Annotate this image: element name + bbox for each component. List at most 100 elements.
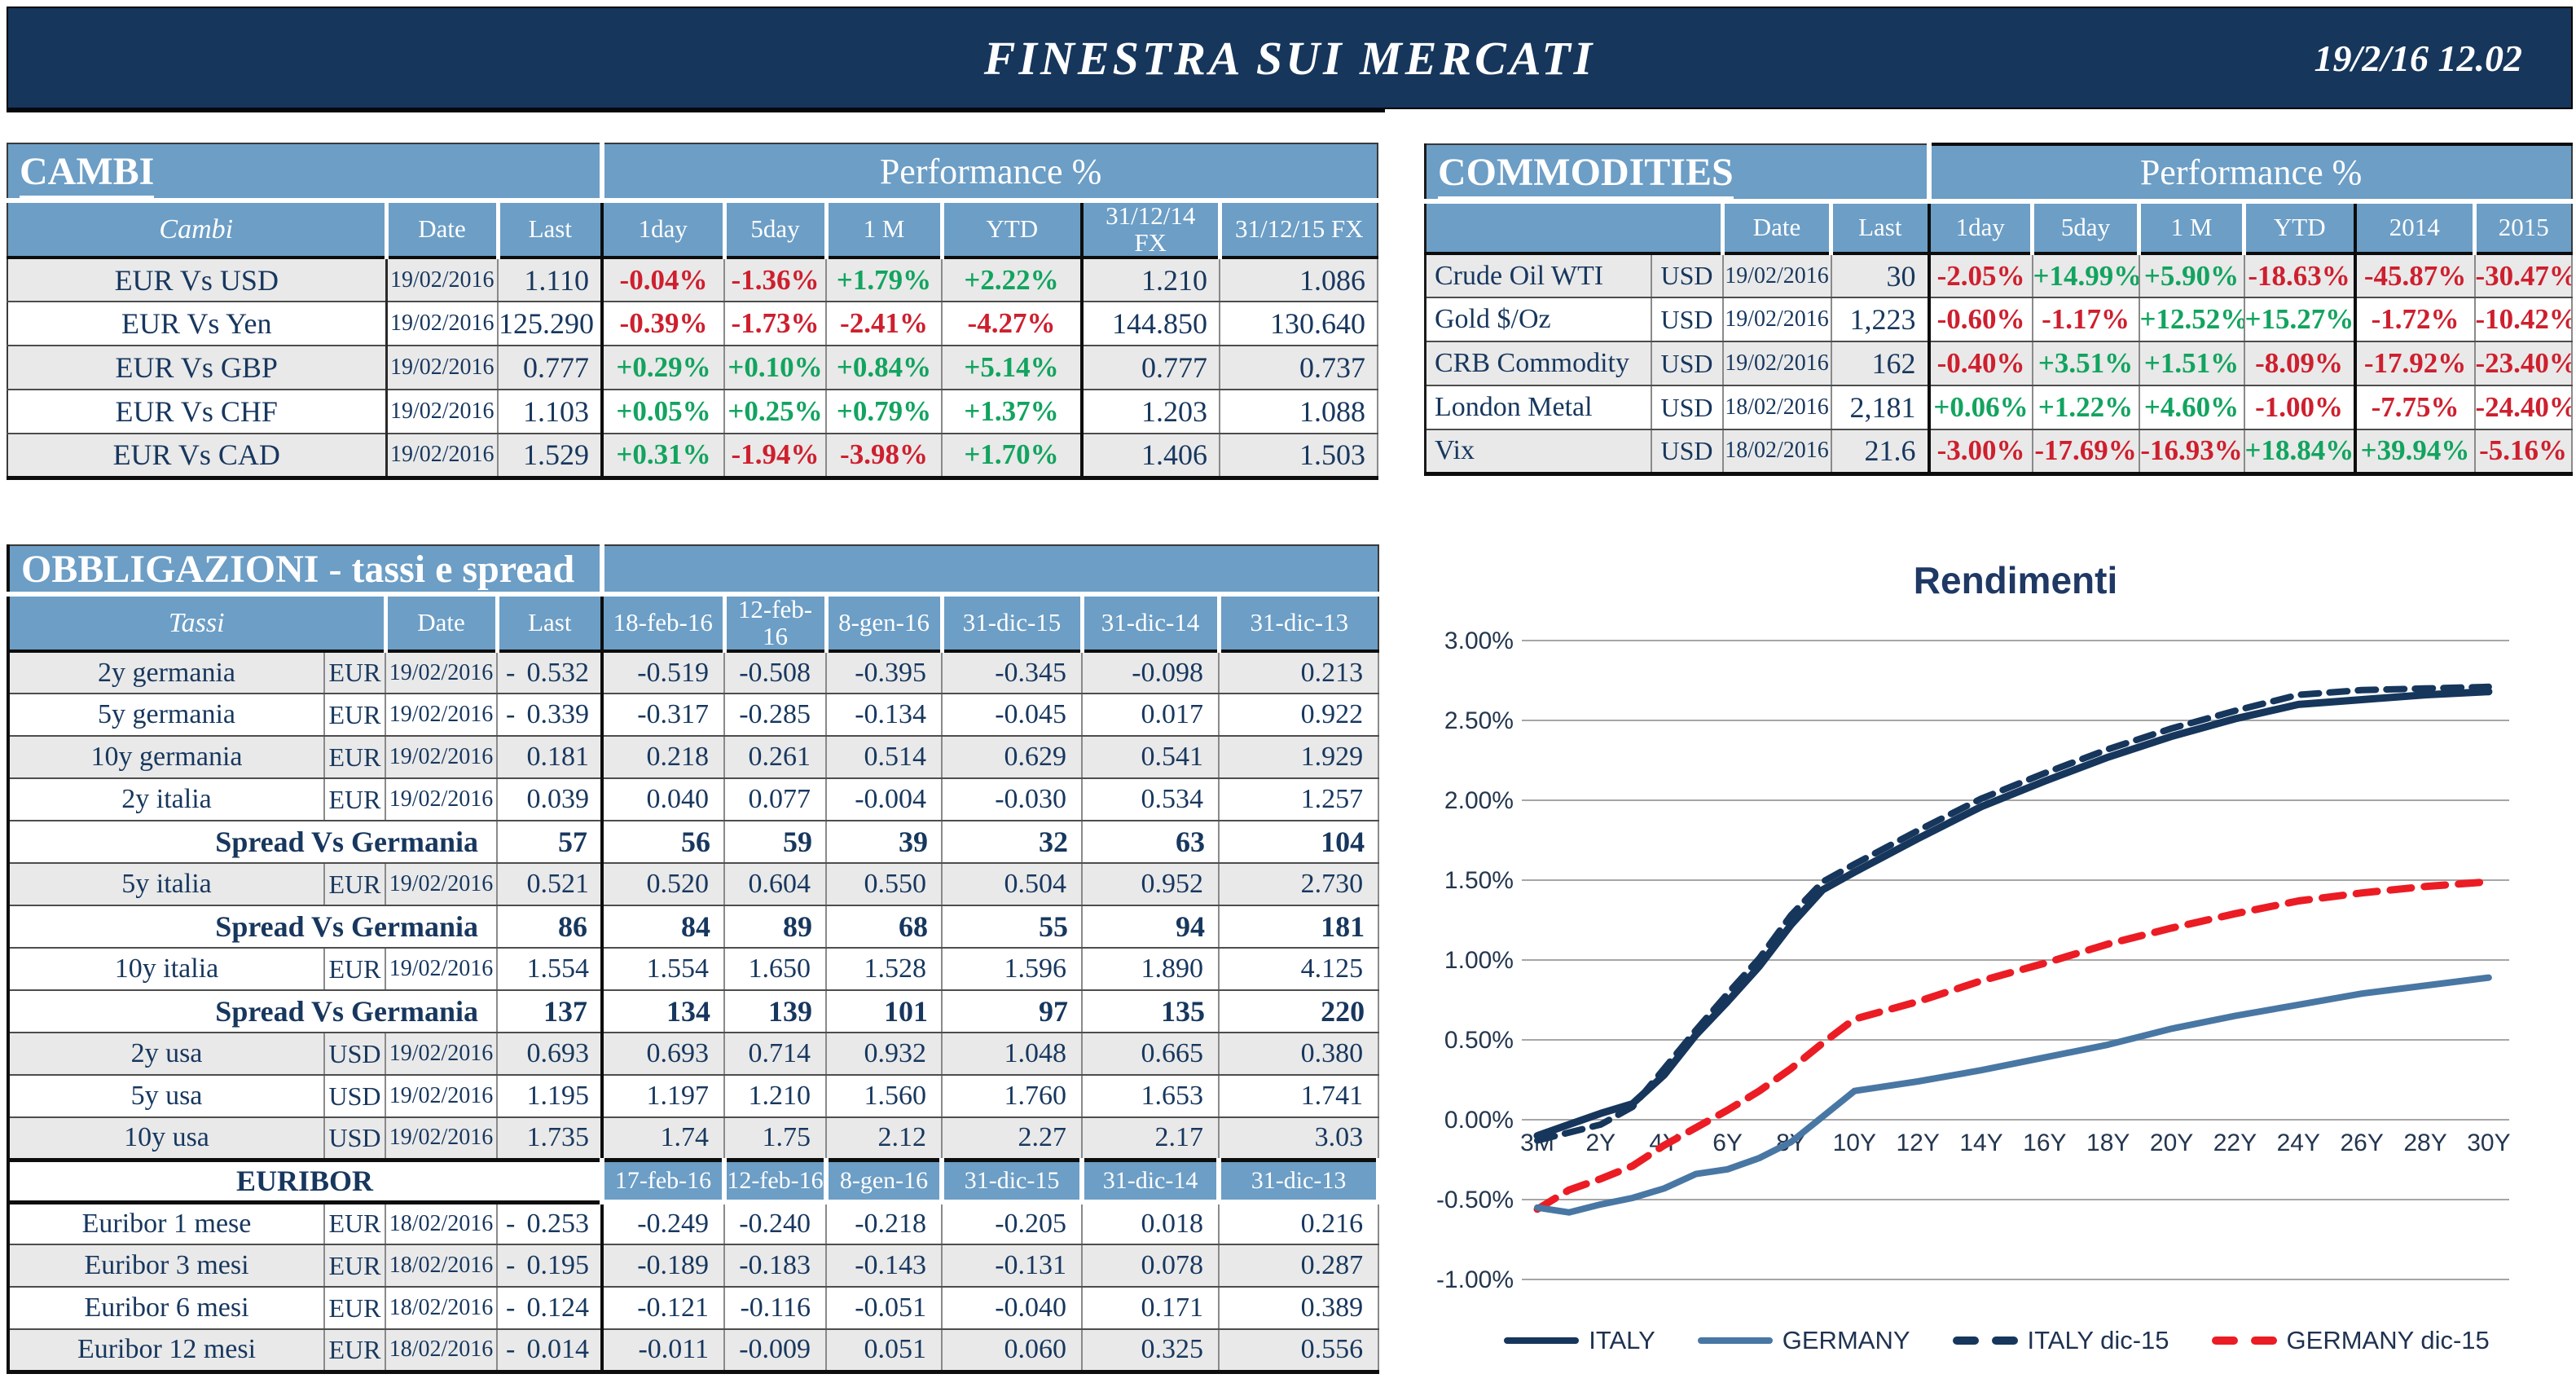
date-cell: 18/02/2016: [385, 1200, 498, 1246]
history-rate-cell: 0.325: [1082, 1329, 1220, 1373]
x-axis-tick-label: 20Y: [2150, 1130, 2193, 1156]
legend-item: ITALY: [1504, 1326, 1655, 1355]
last-rate-cell: -1.195: [497, 1075, 604, 1119]
performance-cell: +0.25%: [724, 390, 827, 435]
currency-cell: USD: [1651, 341, 1724, 386]
fx-2014-cell: 0.777: [1080, 346, 1220, 391]
performance-cell: +2.22%: [942, 258, 1083, 303]
fx-2014-cell: 1.203: [1080, 390, 1220, 435]
last-rate-cell: -0.181: [497, 736, 604, 780]
date-cell: 19/02/2016: [385, 778, 498, 822]
table-row: 2y italiaEUR19/02/2016-0.0390.0400.077-0…: [8, 778, 1380, 822]
table-row: 2y germania EUR 19/02/2016-0.532 -0.519 -0.5…: [8, 651, 1380, 695]
spread-history-cell: 68: [826, 905, 943, 949]
bonds-col-header: 31-dic-14: [1079, 594, 1220, 654]
spread-history-cell: 63: [1082, 821, 1220, 865]
page-title: FINESTRA SUI MERCATI: [983, 31, 1596, 85]
commodities-col-header: 1day: [1927, 201, 2033, 255]
bonds-section-title: OBBLIGAZIONI - tassi e spread: [8, 545, 603, 597]
history-rate-cell: 1.929: [1219, 736, 1380, 780]
last-value-cell: 162: [1831, 341, 1930, 386]
date-cell: 19/02/2016: [385, 651, 498, 695]
spread-history-cell: 94: [1082, 905, 1220, 949]
table-row: EUR Vs GBP 19/02/2016 0.777 +0.29% +0.10% +0.…: [7, 346, 1379, 391]
history-rate-cell: 0.287: [1219, 1244, 1380, 1288]
currency-cell: EUR: [324, 1244, 386, 1288]
fx-2015-cell: 0.737: [1220, 346, 1379, 391]
spread-last-cell: 57: [497, 821, 604, 865]
bond-label: 5y germania: [8, 694, 325, 738]
last-value-cell: 2,181: [1831, 385, 1930, 430]
date-cell: 19/02/2016: [385, 390, 499, 435]
last-rate-cell: -0.195: [497, 1244, 604, 1288]
commodities-col-header: 2015: [2473, 201, 2572, 255]
performance-cell: -0.40%: [1927, 341, 2033, 386]
last-rate-value: 1.554: [526, 953, 590, 984]
currency-cell: USD: [1651, 297, 1724, 342]
history-rate-cell: 0.261: [724, 736, 828, 780]
x-axis-tick-label: 6Y: [1712, 1130, 1743, 1156]
history-rate-cell: 0.213: [1219, 651, 1380, 695]
currency-pair-label: EUR Vs CAD: [7, 434, 387, 479]
history-rate-cell: -0.285: [724, 694, 828, 738]
history-rate-cell: 0.051: [826, 1329, 943, 1373]
commodities-performance-header: Performance %: [1926, 143, 2572, 204]
date-cell: 19/02/2016: [385, 736, 498, 780]
commodities-col-header: 5day: [2030, 201, 2139, 255]
date-cell: 19/02/2016: [385, 258, 499, 303]
euribor-date-header: 12-feb-16: [722, 1157, 829, 1205]
spread-history-cell: 89: [724, 905, 828, 949]
date-cell: 19/02/2016: [385, 1033, 498, 1077]
last-rate-value: 0.339: [526, 699, 590, 730]
history-rate-cell: -0.189: [600, 1244, 726, 1288]
currency-pair-label: EUR Vs CHF: [7, 390, 387, 435]
history-rate-cell: -0.045: [942, 694, 1084, 738]
legend-label: ITALY: [1589, 1326, 1655, 1354]
performance-cell: +1.22%: [2032, 385, 2140, 430]
performance-cell: -17.92%: [2353, 341, 2476, 386]
date-cell: 19/02/2016: [385, 948, 498, 992]
fx-2014-cell: 144.850: [1080, 302, 1220, 347]
history-rate-cell: 0.629: [942, 736, 1084, 780]
currency-cell: EUR: [324, 1200, 386, 1246]
series-line-germany: [1534, 974, 2492, 1216]
table-row: EUR Vs CHF 19/02/2016 1.103 +0.05% +0.25% +0.…: [7, 390, 1379, 435]
performance-cell: -30.47%: [2474, 253, 2573, 298]
performance-cell: -2.41%: [826, 302, 943, 347]
performance-cell: -24.40%: [2474, 385, 2573, 430]
cambi-col-header: Date: [384, 200, 498, 260]
performance-cell: -16.93%: [2139, 429, 2245, 474]
spread-row: Spread Vs Germania 86 84 89 68 55 94 181: [8, 905, 1380, 949]
last-rate-cell: -0.253: [497, 1200, 604, 1246]
bond-label: Euribor 6 mesi: [8, 1287, 325, 1331]
bond-label: Euribor 1 mese: [8, 1200, 325, 1246]
date-cell: 18/02/2016: [385, 1329, 498, 1373]
performance-cell: -1.00%: [2244, 385, 2356, 430]
currency-cell: USD: [1651, 253, 1724, 298]
history-rate-cell: 1.890: [1082, 948, 1220, 992]
spread-history-cell: 181: [1219, 905, 1380, 949]
x-axis-tick-label: 18Y: [2086, 1130, 2130, 1156]
performance-cell: -2.05%: [1927, 253, 2033, 298]
history-rate-cell: -0.249: [600, 1200, 726, 1246]
history-rate-cell: -0.009: [724, 1329, 828, 1373]
performance-cell: +0.06%: [1927, 385, 2033, 430]
history-rate-cell: -0.134: [826, 694, 943, 738]
performance-cell: +1.37%: [942, 390, 1083, 435]
commodities-col-header: YTD: [2242, 201, 2355, 255]
spread-history-cell: 55: [942, 905, 1084, 949]
history-rate-cell: -0.218: [826, 1200, 943, 1246]
history-rate-cell: 0.952: [1082, 863, 1220, 907]
history-rate-cell: 0.218: [600, 736, 726, 780]
history-rate-cell: -0.004: [826, 778, 943, 822]
spread-label: Spread Vs Germania: [8, 990, 498, 1034]
series-line-germany-dic-15: [1533, 878, 2493, 1213]
history-rate-cell: -0.240: [724, 1200, 828, 1246]
x-axis-tick-label: 12Y: [1896, 1130, 1939, 1156]
bonds-col-header: 8-gen-16: [824, 594, 943, 654]
performance-cell: -1.73%: [724, 302, 827, 347]
y-axis-tick-label: 2.00%: [1444, 787, 1514, 814]
x-axis-tick-label: 30Y: [2467, 1130, 2510, 1156]
last-rate-value: 0.014: [526, 1334, 590, 1365]
